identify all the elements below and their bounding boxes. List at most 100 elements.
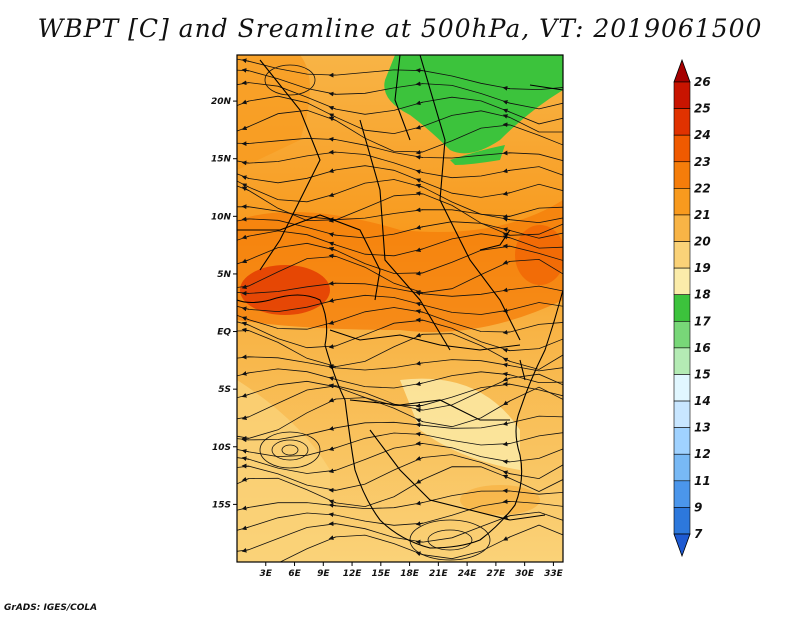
streamline-arrow xyxy=(415,381,424,386)
latitude-axis: 20N 15N 10N 5N EQ 5S 10S 15S xyxy=(211,97,237,510)
streamline-arrow xyxy=(415,360,424,366)
streamline-arrow xyxy=(502,168,511,174)
streamline-arrow xyxy=(502,536,511,541)
streamline-arrow xyxy=(241,327,250,333)
colorbar-label: 23 xyxy=(694,155,711,169)
streamline-arrow xyxy=(502,191,511,196)
streamline-arrow xyxy=(328,253,337,259)
lat-tick-label: 10S xyxy=(212,443,231,453)
streamline-arrow xyxy=(241,316,250,321)
streamline-arrow xyxy=(328,105,337,111)
colorbar-label: 25 xyxy=(694,102,711,116)
lat-tick-label: 20N xyxy=(211,97,232,107)
lon-tick-label: 12E xyxy=(343,569,363,579)
colorbar-label: 15 xyxy=(694,367,711,381)
streamline-arrow xyxy=(415,183,424,189)
colorbar-label: 13 xyxy=(694,421,711,435)
streamline-arrow xyxy=(415,150,424,155)
colorbar-swatch xyxy=(673,108,691,136)
lon-tick-label: 6E xyxy=(288,569,301,579)
streamline-arrow xyxy=(241,393,250,398)
streamline-arrow xyxy=(415,124,424,130)
streamline-arrow xyxy=(415,479,424,484)
colorbar-label: 20 xyxy=(694,235,711,249)
streamline-arrow xyxy=(502,470,511,476)
lat-tick-label: EQ xyxy=(217,328,231,338)
colorbar-label: 19 xyxy=(694,261,711,275)
streamline-arrow xyxy=(502,329,511,335)
colorbar-label: 18 xyxy=(694,288,711,302)
lon-tick-label: 18E xyxy=(400,569,420,579)
streamline-arrow xyxy=(502,347,511,353)
streamline-arrow xyxy=(502,357,511,363)
colorbar-swatch xyxy=(673,453,691,482)
streamlines xyxy=(237,58,563,562)
streamline-arrow xyxy=(502,216,511,222)
colorbar-swatch xyxy=(673,241,691,269)
streamline-arrow xyxy=(241,58,250,64)
map-frame xyxy=(236,54,564,563)
colorbar-label: 7 xyxy=(694,527,703,541)
wbpt-region-sw xyxy=(237,380,330,562)
colorbar-swatch xyxy=(673,507,691,535)
chart-title: WBPT [C] and Sreamline at 500hPa, VT: 20… xyxy=(37,14,763,43)
lon-tick-label: 3E xyxy=(260,569,273,579)
lon-tick-label: 9E xyxy=(317,569,330,579)
colorbar-swatch xyxy=(673,161,691,189)
colorbar-swatch xyxy=(673,134,691,163)
streamline-arrow xyxy=(502,114,511,119)
streamline-arrow xyxy=(241,547,250,553)
colorbar-swatch xyxy=(673,214,691,242)
streamline-arrow xyxy=(502,474,511,480)
streamline-arrow xyxy=(241,306,250,312)
streamline-arrow xyxy=(241,371,250,376)
longitude-axis: 3E 6E 9E 12E 15E 18E 21E 24E 27E 30E 33E xyxy=(260,562,564,579)
streamline-arrow xyxy=(241,234,250,240)
streamline-arrow xyxy=(415,154,424,160)
lat-tick-label: 5N xyxy=(217,270,231,280)
streamline-arrow xyxy=(415,191,424,196)
streamline-arrow xyxy=(328,113,337,118)
lon-tick-label: 15E xyxy=(371,569,391,579)
colorbar-label: 22 xyxy=(694,181,711,195)
streamline-arrow xyxy=(241,456,250,461)
streamline-arrow xyxy=(328,512,337,518)
colorbar-swatch xyxy=(673,267,691,296)
streamline-arrow xyxy=(328,192,337,198)
colorbar-swatch xyxy=(673,294,691,322)
streamline-arrow xyxy=(241,321,250,327)
wbpt-region-east xyxy=(515,225,563,285)
streamline-arrow xyxy=(415,301,424,307)
colorbar-swatch xyxy=(673,374,691,402)
colorbar-swatch xyxy=(673,347,691,375)
lon-tick-label: 24E xyxy=(458,569,478,579)
grads-credit: GrADS: IGES/COLA xyxy=(4,603,98,613)
colorbar-label: 11 xyxy=(694,474,711,488)
colorbar-label: 24 xyxy=(694,128,711,142)
streamline-arrow xyxy=(241,183,250,188)
colorbar-bottom-arrow xyxy=(673,533,691,558)
streamline-arrow xyxy=(415,431,424,437)
streamline-arrow xyxy=(241,125,250,130)
streamline-arrow xyxy=(415,456,424,461)
streamline-arrow xyxy=(241,284,250,290)
streamline-arrow xyxy=(328,446,337,451)
colorbar-swatch xyxy=(673,320,691,349)
streamline-arrow xyxy=(241,175,250,180)
streamline-arrow xyxy=(502,441,511,447)
streamline-arrow xyxy=(241,258,250,264)
streamline-arrow xyxy=(415,178,424,183)
streamline-arrow xyxy=(328,535,337,540)
streamline-arrow xyxy=(502,214,511,219)
colorbar-swatch xyxy=(673,400,691,428)
colorbar-swatch xyxy=(673,427,691,455)
streamline-arrow xyxy=(415,521,424,527)
streamline-arrow xyxy=(328,241,337,247)
streamline-arrow xyxy=(328,298,337,303)
streamline-arrow xyxy=(241,448,250,454)
colorbar-label: 9 xyxy=(694,500,702,514)
wbpt-region-cool-north xyxy=(384,55,563,154)
colorbar-top-arrow xyxy=(673,58,691,83)
streamline-arrow xyxy=(415,422,424,428)
